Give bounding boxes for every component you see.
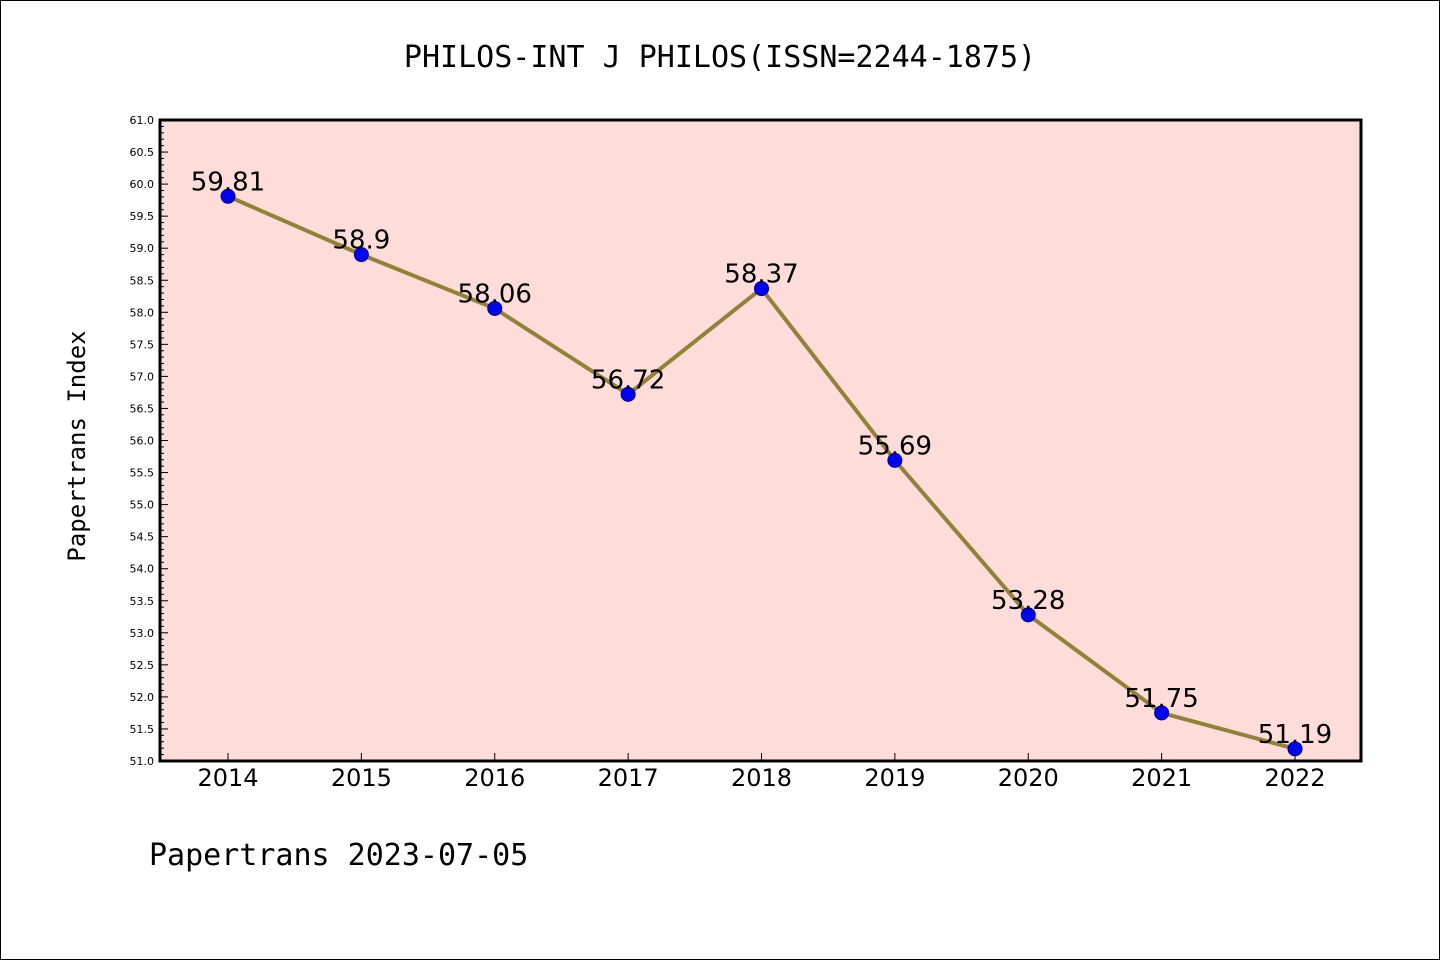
y-tick-label: 56.5: [130, 402, 155, 415]
y-tick-label: 51.0: [130, 755, 155, 768]
data-label: 55.69: [858, 431, 932, 461]
x-tick-label: 2022: [1264, 764, 1325, 792]
plot-border: [158, 118, 1363, 763]
x-tick-label: 2015: [331, 764, 392, 792]
y-tick-label: 56.0: [130, 435, 155, 448]
data-label: 56.72: [591, 365, 665, 395]
x-tick-label: 2019: [864, 764, 925, 792]
data-label: 51.75: [1124, 684, 1198, 714]
data-point: [620, 386, 636, 402]
y-tick-label: 54.0: [130, 563, 155, 576]
y-tick-label: 61.0: [130, 114, 155, 127]
x-tick-label: 2020: [998, 764, 1059, 792]
plot-area: 51.0 51.5 52.0 52.5 53.0 53.5 54.0 54.5 55.0 55.5…: [130, 114, 1363, 792]
x-tick-label: 2017: [598, 764, 659, 792]
data-point: [1287, 741, 1303, 757]
y-tick-label: 59.5: [130, 210, 155, 223]
data-point: [1020, 607, 1036, 623]
data-point: [887, 452, 903, 468]
y-tick-label: 52.5: [130, 659, 155, 672]
y-tick-label: 58.5: [130, 274, 155, 287]
footer-text: Papertrans 2023-07-05: [149, 838, 528, 873]
y-tick-label: 57.0: [130, 370, 155, 383]
data-label: 51.19: [1258, 720, 1332, 750]
x-tick-label: 2014: [197, 764, 258, 792]
x-tick-label: 2016: [464, 764, 525, 792]
y-axis-label: Papertrans Index: [63, 330, 91, 561]
y-tick-label: 53.0: [130, 627, 155, 640]
data-point: [220, 188, 236, 204]
y-tick-label: 60.5: [130, 146, 155, 159]
x-tick-label: 2021: [1131, 764, 1192, 792]
y-tick-label: 52.0: [130, 691, 155, 704]
y-tick-label: 54.5: [130, 531, 155, 544]
data-label: 58.37: [724, 260, 798, 290]
data-point: [754, 281, 769, 297]
chart-title: PHILOS-INT J PHILOS(ISSN=2244-1875): [404, 40, 1036, 75]
y-tick-label: 55.5: [130, 467, 155, 480]
data-label: 58.06: [458, 279, 532, 309]
y-tick-label: 60.0: [130, 178, 155, 191]
y-tick-label: 57.5: [130, 338, 155, 351]
y-tick-label: 51.5: [130, 723, 155, 736]
x-tick-label: 2018: [731, 764, 792, 792]
data-point: [353, 247, 369, 263]
data-point: [487, 300, 503, 316]
data-label: 53.28: [991, 586, 1065, 616]
y-tick-label: 53.5: [130, 595, 155, 608]
y-tick-label: 59.0: [130, 242, 155, 255]
data-label: 58.9: [332, 226, 390, 256]
data-label: 59.81: [191, 167, 265, 197]
plot-background: [160, 120, 1361, 761]
y-tick-label: 58.0: [130, 306, 155, 319]
data-point: [1154, 705, 1170, 721]
y-tick-label: 55.0: [130, 499, 155, 512]
